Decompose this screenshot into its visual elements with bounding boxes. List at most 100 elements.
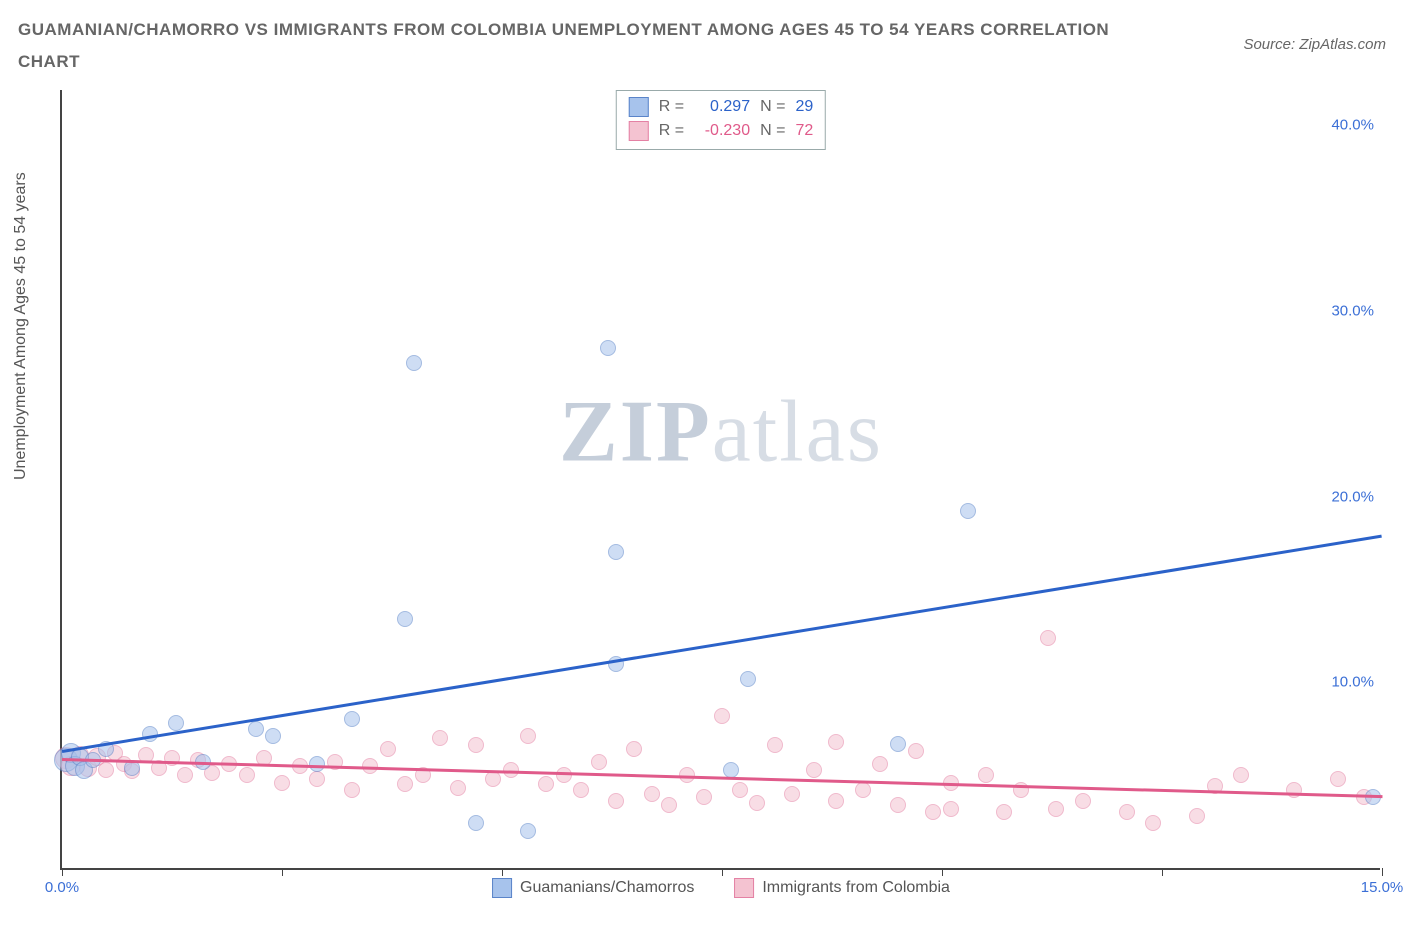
data-point [600,340,616,356]
stats-legend-box: R = 0.297 N = 29 R = -0.230 N = 72 [616,90,826,150]
data-point [608,793,624,809]
r-label-1: R = [659,119,684,143]
y-tick-label: 30.0% [1331,302,1374,319]
data-point [943,801,959,817]
r-value-1: -0.230 [694,119,750,143]
data-point [828,793,844,809]
x-tick-label: 15.0% [1361,879,1404,896]
stats-row-series-0: R = 0.297 N = 29 [629,95,813,119]
data-point [740,671,756,687]
trend-line [62,758,1382,798]
legend-swatch-1 [734,878,754,898]
data-point [925,804,941,820]
n-value-0: 29 [795,95,813,119]
data-point [1286,782,1302,798]
watermark: ZIPatlas [559,382,883,483]
data-point [274,775,290,791]
n-label-1: N = [760,119,785,143]
data-point [872,756,888,772]
data-point [767,737,783,753]
data-point [644,786,660,802]
data-point [855,782,871,798]
data-point [468,815,484,831]
x-tick-mark [282,868,283,876]
x-tick-mark [722,868,723,876]
data-point [626,741,642,757]
data-point [239,767,255,783]
data-point [406,355,422,371]
data-point [1040,630,1056,646]
data-point [344,782,360,798]
data-point [468,737,484,753]
data-point [784,786,800,802]
data-point [732,782,748,798]
data-point [397,611,413,627]
x-tick-mark [502,868,503,876]
data-point [714,708,730,724]
source-label: Source: ZipAtlas.com [1243,36,1386,53]
data-point [520,823,536,839]
r-value-0: 0.297 [694,95,750,119]
data-point [1189,808,1205,824]
data-point [556,767,572,783]
data-point [749,795,765,811]
data-point [828,734,844,750]
data-point [978,767,994,783]
chart-title: GUAMANIAN/CHAMORRO VS IMMIGRANTS FROM CO… [18,14,1118,79]
scatter-plot: ZIPatlas R = 0.297 N = 29 R = -0.230 N =… [60,90,1380,870]
legend-label-0: Guamanians/Chamorros [520,879,694,897]
data-point [1145,815,1161,831]
legend-label-1: Immigrants from Colombia [762,879,950,897]
data-point [177,767,193,783]
data-point [538,776,554,792]
data-point [168,715,184,731]
data-point [309,756,325,772]
data-point [806,762,822,778]
x-tick-mark [62,868,63,876]
data-point [1075,793,1091,809]
stats-row-series-1: R = -0.230 N = 72 [629,119,813,143]
x-tick-mark [1382,868,1383,876]
data-point [397,776,413,792]
y-axis-label: Unemployment Among Ages 45 to 54 years [12,172,30,480]
data-point [432,730,448,746]
data-point [908,743,924,759]
x-tick-label: 0.0% [45,879,79,896]
data-point [696,789,712,805]
data-point [1233,767,1249,783]
data-point [1048,801,1064,817]
legend-swatch-0 [492,878,512,898]
n-label-0: N = [760,95,785,119]
data-point [380,741,396,757]
y-tick-label: 40.0% [1331,117,1374,134]
data-point [573,782,589,798]
data-point [890,736,906,752]
data-point [450,780,466,796]
y-tick-label: 20.0% [1331,488,1374,505]
data-point [248,721,264,737]
data-point [309,771,325,787]
n-value-1: 72 [795,119,813,143]
data-point [520,728,536,744]
data-point [1119,804,1135,820]
data-point [661,797,677,813]
legend-item-0: Guamanians/Chamorros [492,878,694,898]
data-point [98,762,114,778]
data-point [344,711,360,727]
x-tick-mark [942,868,943,876]
r-label-0: R = [659,95,684,119]
data-point [723,762,739,778]
legend: Guamanians/Chamorros Immigrants from Col… [492,878,950,898]
data-point [996,804,1012,820]
swatch-series-1 [629,121,649,141]
y-tick-label: 10.0% [1331,674,1374,691]
data-point [485,771,501,787]
data-point [890,797,906,813]
x-tick-mark [1162,868,1163,876]
data-point [1330,771,1346,787]
data-point [164,750,180,766]
swatch-series-0 [629,97,649,117]
data-point [591,754,607,770]
data-point [265,728,281,744]
legend-item-1: Immigrants from Colombia [734,878,950,898]
